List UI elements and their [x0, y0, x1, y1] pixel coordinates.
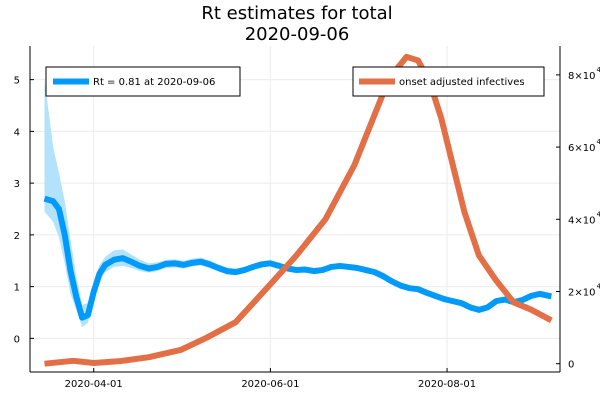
y-right-tick-label: 2×104 — [568, 282, 600, 298]
legend-infectives-text: onset adjusted infectives — [399, 77, 525, 88]
infectives-series-line — [44, 53, 553, 367]
legend-rt: Rt = 0.81 at 2020-09-06 — [45, 66, 241, 97]
y-left-tick-label: 4 — [14, 127, 20, 138]
y-right-tick-label: 0 — [568, 360, 574, 371]
x-tick-label: 2020-04-01 — [65, 379, 123, 390]
rt-band-layer — [44, 79, 552, 327]
y-right-tick-label: 6×104 — [568, 138, 600, 154]
y-left-tick-label: 0 — [14, 334, 20, 345]
chart-title-line2: 2020-09-06 — [245, 24, 350, 45]
legend-infectives: onset adjusted infectives — [352, 66, 545, 97]
legend-rt-text: Rt = 0.81 at 2020-09-06 — [93, 77, 215, 88]
y-left-tick-label: 2 — [14, 231, 20, 242]
y-right-tick-label: 8×104 — [568, 66, 600, 82]
chart-title-line1: Rt estimates for total — [201, 3, 392, 24]
rt-confidence-band — [44, 79, 552, 327]
y-right-tick-label: 4×104 — [568, 210, 600, 226]
y-left-tick-label: 5 — [14, 76, 20, 87]
x-tick-label: 2020-08-01 — [418, 379, 476, 390]
y-left-tick-label: 3 — [14, 179, 20, 190]
y-left-tick-label: 1 — [14, 283, 20, 294]
axes: 0 1 2 3 4 5 0 2×104 4×104 6×104 8×104 2020-04-01 202… — [14, 46, 600, 390]
x-tick-label: 2020-06-01 — [241, 379, 299, 390]
series-layer — [43, 53, 553, 367]
